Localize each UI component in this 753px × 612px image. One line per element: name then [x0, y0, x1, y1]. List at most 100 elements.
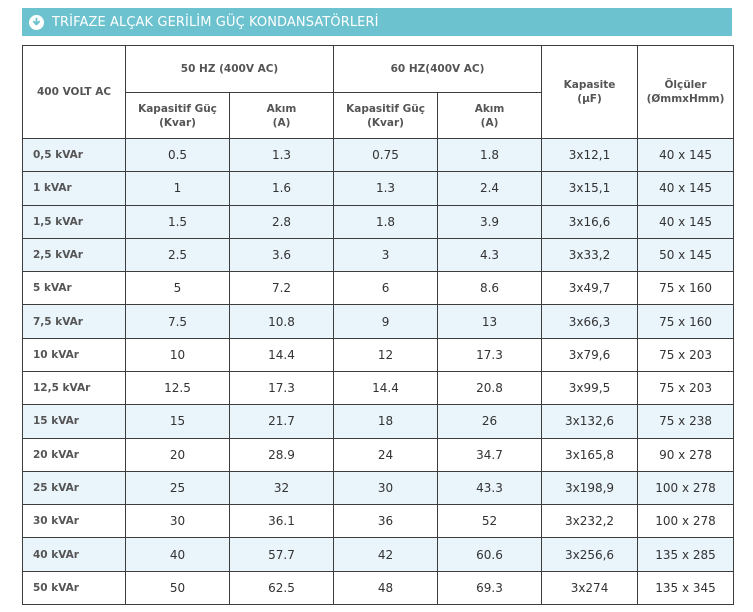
cell-guc-60: 12 — [333, 337, 439, 372]
cell-akim-50: 2.8 — [228, 204, 335, 239]
cell-akim-50: 1.6 — [228, 171, 335, 206]
cell-akim-60: 4.3 — [437, 237, 543, 273]
cell-akim-50: 1.3 — [228, 137, 335, 173]
cell-akim-60: 69.3 — [437, 570, 543, 606]
download-circle-icon — [29, 14, 44, 30]
cell-olculer: 40 x 145 — [637, 204, 735, 239]
cell-olculer: 100 x 278 — [637, 470, 735, 506]
table-row: 5 kVAr 5 7.2 6 8.6 3x49,7 75 x 160 — [22, 271, 735, 306]
cell-akim-60: 43.3 — [437, 470, 543, 506]
cell-akim-50: 21.7 — [228, 404, 335, 439]
row-label: 15 kVAr — [22, 404, 126, 439]
cell-akim-60: 52 — [437, 504, 543, 539]
cell-kapasite: 3x232,2 — [541, 504, 639, 539]
table-row: 20 kVAr 20 28.9 24 34.7 3x165,8 90 x 278 — [22, 437, 735, 472]
cell-guc-50: 7.5 — [125, 304, 230, 339]
cell-akim-60: 8.6 — [437, 271, 543, 306]
cell-kapasite: 3x16,6 — [541, 204, 639, 239]
cell-guc-50: 30 — [125, 504, 230, 539]
cell-akim-50: 62.5 — [228, 570, 335, 606]
table-row: 15 kVAr 15 21.7 18 26 3x132,6 75 x 238 — [22, 404, 735, 439]
cell-akim-60: 2.4 — [437, 171, 543, 206]
cell-kapasite: 3x15,1 — [541, 171, 639, 206]
row-label: 10 kVAr — [22, 337, 126, 372]
row-label: 1,5 kVAr — [22, 204, 126, 239]
table-row: 1,5 kVAr 1.5 2.8 1.8 3.9 3x16,6 40 x 145 — [22, 204, 735, 239]
cell-akim-50: 57.7 — [228, 537, 335, 572]
cell-olculer: 75 x 160 — [637, 271, 735, 306]
cell-akim-50: 7.2 — [228, 271, 335, 306]
table-row: 1 kVAr 1 1.6 1.3 2.4 3x15,1 40 x 145 — [22, 171, 735, 206]
table-body: 0,5 kVAr 0.5 1.3 0.75 1.8 3x12,1 40 x 145 1 kVA… — [22, 137, 735, 606]
cell-kapasite: 3x198,9 — [541, 470, 639, 506]
cell-guc-60: 1.8 — [333, 204, 439, 239]
cell-kapasite: 3x165,8 — [541, 437, 639, 472]
row-label: 25 kVAr — [22, 470, 126, 506]
cell-olculer: 50 x 145 — [637, 237, 735, 273]
row-label: 2,5 kVAr — [22, 237, 126, 273]
cell-olculer: 75 x 238 — [637, 404, 735, 439]
cell-guc-60: 42 — [333, 537, 439, 572]
cell-olculer: 40 x 145 — [637, 137, 735, 173]
table-row: 0,5 kVAr 0.5 1.3 0.75 1.8 3x12,1 40 x 145 — [22, 137, 735, 173]
cell-guc-60: 14.4 — [333, 370, 439, 406]
cell-akim-60: 34.7 — [437, 437, 543, 472]
cell-olculer: 135 x 345 — [637, 570, 735, 606]
cell-kapasite: 3x274 — [541, 570, 639, 606]
header-akim-60: Akım (A) — [437, 92, 543, 139]
cell-guc-50: 0.5 — [125, 137, 230, 173]
cell-guc-60: 30 — [333, 470, 439, 506]
cell-olculer: 75 x 160 — [637, 304, 735, 339]
cell-kapasite: 3x12,1 — [541, 137, 639, 173]
cell-guc-60: 36 — [333, 504, 439, 539]
header-kapasite: Kapasite (µF) — [541, 45, 639, 139]
cell-guc-50: 10 — [125, 337, 230, 372]
header-60hz: 60 HZ(400V AC) — [333, 45, 543, 93]
table-row: 12,5 kVAr 12.5 17.3 14.4 20.8 3x99,5 75 x 203 — [22, 370, 735, 406]
cell-guc-50: 50 — [125, 570, 230, 606]
table-row: 10 kVAr 10 14.4 12 17.3 3x79,6 75 x 203 — [22, 337, 735, 372]
section-title-bar[interactable]: TRİFAZE ALÇAK GERİLİM GÜÇ KONDANSATÖRLER… — [22, 8, 732, 36]
cell-kapasite: 3x99,5 — [541, 370, 639, 406]
cell-olculer: 40 x 145 — [637, 171, 735, 206]
table-row: 2,5 kVAr 2.5 3.6 3 4.3 3x33,2 50 x 145 — [22, 237, 735, 273]
header-voltage: 400 VOLT AC — [22, 45, 126, 139]
section-title: TRİFAZE ALÇAK GERİLİM GÜÇ KONDANSATÖRLER… — [52, 14, 379, 30]
cell-guc-60: 48 — [333, 570, 439, 606]
cell-kapasite: 3x49,7 — [541, 271, 639, 306]
cell-akim-50: 17.3 — [228, 370, 335, 406]
header-guc-50: Kapasitif Güç (Kvar) — [125, 92, 230, 139]
cell-guc-60: 1.3 — [333, 171, 439, 206]
row-label: 7,5 kVAr — [22, 304, 126, 339]
table-row: 7,5 kVAr 7.5 10.8 9 13 3x66,3 75 x 160 — [22, 304, 735, 339]
cell-akim-50: 3.6 — [228, 237, 335, 273]
cell-guc-60: 0.75 — [333, 137, 439, 173]
cell-akim-60: 26 — [437, 404, 543, 439]
row-label: 12,5 kVAr — [22, 370, 126, 406]
header-50hz: 50 HZ (400V AC) — [124, 45, 335, 93]
table-row: 25 kVAr 25 32 30 43.3 3x198,9 100 x 278 — [22, 470, 735, 506]
row-label: 40 kVAr — [22, 537, 126, 572]
cell-kapasite: 3x33,2 — [541, 237, 639, 273]
cell-kapasite: 3x66,3 — [541, 304, 639, 339]
cell-guc-50: 2.5 — [125, 237, 230, 273]
cell-olculer: 90 x 278 — [637, 437, 735, 472]
cell-kapasite: 3x79,6 — [541, 337, 639, 372]
cell-kapasite: 3x256,6 — [541, 537, 639, 572]
header-akim-50: Akım (A) — [228, 92, 335, 139]
cell-kapasite: 3x132,6 — [541, 404, 639, 439]
cell-akim-60: 20.8 — [437, 370, 543, 406]
cell-guc-60: 24 — [333, 437, 439, 472]
cell-guc-60: 9 — [333, 304, 439, 339]
row-label: 30 kVAr — [22, 504, 126, 539]
table-row: 50 kVAr 50 62.5 48 69.3 3x274 135 x 345 — [22, 570, 735, 606]
row-label: 5 kVAr — [22, 271, 126, 306]
cell-akim-50: 28.9 — [228, 437, 335, 472]
cell-akim-60: 60.6 — [437, 537, 543, 572]
row-label: 50 kVAr — [22, 570, 126, 606]
cell-guc-50: 5 — [125, 271, 230, 306]
cell-guc-60: 18 — [333, 404, 439, 439]
cell-akim-50: 36.1 — [228, 504, 335, 539]
cell-akim-50: 32 — [228, 470, 335, 506]
header-guc-60: Kapasitif Güç (Kvar) — [333, 92, 439, 139]
